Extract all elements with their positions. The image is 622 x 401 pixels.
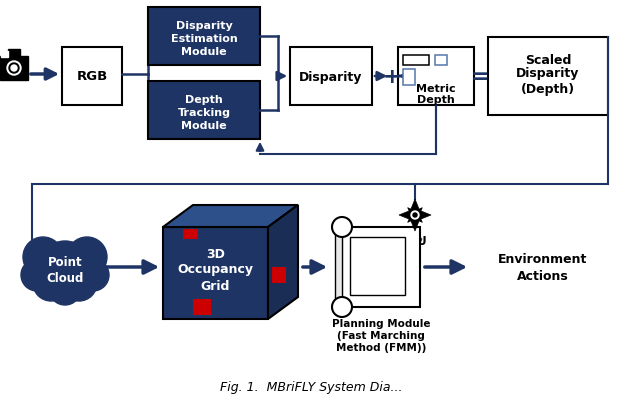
Text: Module: Module (181, 121, 227, 131)
FancyBboxPatch shape (0, 57, 28, 81)
FancyBboxPatch shape (435, 56, 447, 66)
FancyBboxPatch shape (148, 82, 260, 140)
Circle shape (49, 273, 81, 305)
FancyBboxPatch shape (398, 48, 474, 106)
Polygon shape (409, 215, 421, 231)
Polygon shape (163, 205, 298, 227)
Text: 3D
Occupancy
Grid: 3D Occupancy Grid (177, 247, 254, 292)
Text: Module: Module (181, 47, 227, 57)
Text: +: + (383, 67, 401, 87)
Text: Planning Module: Planning Module (332, 318, 430, 328)
Circle shape (411, 211, 419, 219)
Circle shape (11, 66, 17, 72)
Text: =: = (471, 67, 490, 87)
FancyBboxPatch shape (403, 70, 415, 86)
Circle shape (23, 237, 63, 277)
Text: Metric: Metric (416, 84, 456, 94)
Text: Method (FMM)): Method (FMM)) (336, 342, 426, 352)
Text: Disparity: Disparity (516, 67, 580, 80)
Text: Point
Cloud: Point Cloud (46, 255, 84, 284)
Text: IMU: IMU (402, 235, 428, 248)
Text: Disparity: Disparity (299, 70, 363, 83)
Circle shape (21, 259, 53, 291)
Circle shape (332, 217, 352, 237)
Text: Scaled: Scaled (525, 53, 571, 66)
Circle shape (33, 265, 69, 301)
Circle shape (332, 297, 352, 317)
Polygon shape (193, 299, 211, 315)
FancyBboxPatch shape (335, 227, 342, 307)
Text: (Fast Marching: (Fast Marching (337, 330, 425, 340)
Circle shape (61, 265, 97, 301)
FancyBboxPatch shape (488, 38, 608, 116)
Circle shape (39, 241, 91, 293)
Text: Depth: Depth (185, 95, 223, 105)
Polygon shape (163, 227, 268, 319)
Text: Depth: Depth (417, 95, 455, 105)
Polygon shape (268, 205, 298, 319)
Circle shape (67, 237, 107, 277)
Polygon shape (412, 208, 422, 218)
Polygon shape (415, 209, 431, 222)
Polygon shape (272, 267, 286, 283)
Text: Tracking: Tracking (177, 108, 231, 118)
Polygon shape (409, 200, 421, 215)
FancyBboxPatch shape (1, 52, 8, 58)
FancyBboxPatch shape (8, 50, 20, 57)
Polygon shape (407, 208, 418, 218)
Text: (Depth): (Depth) (521, 83, 575, 96)
FancyBboxPatch shape (62, 48, 122, 106)
FancyBboxPatch shape (290, 48, 372, 106)
Circle shape (9, 64, 19, 74)
Polygon shape (412, 213, 422, 223)
Text: RGB: RGB (77, 70, 108, 83)
FancyBboxPatch shape (350, 237, 405, 295)
Circle shape (7, 62, 21, 76)
Polygon shape (407, 213, 418, 223)
Text: Fig. 1.  MBriFLY System Dia...: Fig. 1. MBriFLY System Dia... (220, 381, 402, 393)
FancyBboxPatch shape (403, 56, 429, 66)
FancyBboxPatch shape (342, 227, 420, 307)
Circle shape (413, 213, 417, 217)
Circle shape (77, 259, 109, 291)
Polygon shape (399, 209, 415, 222)
Text: Estimation: Estimation (170, 34, 238, 44)
FancyBboxPatch shape (148, 8, 260, 66)
Polygon shape (183, 229, 198, 239)
Text: Environment
Actions: Environment Actions (498, 252, 588, 282)
Text: Disparity: Disparity (175, 21, 233, 31)
